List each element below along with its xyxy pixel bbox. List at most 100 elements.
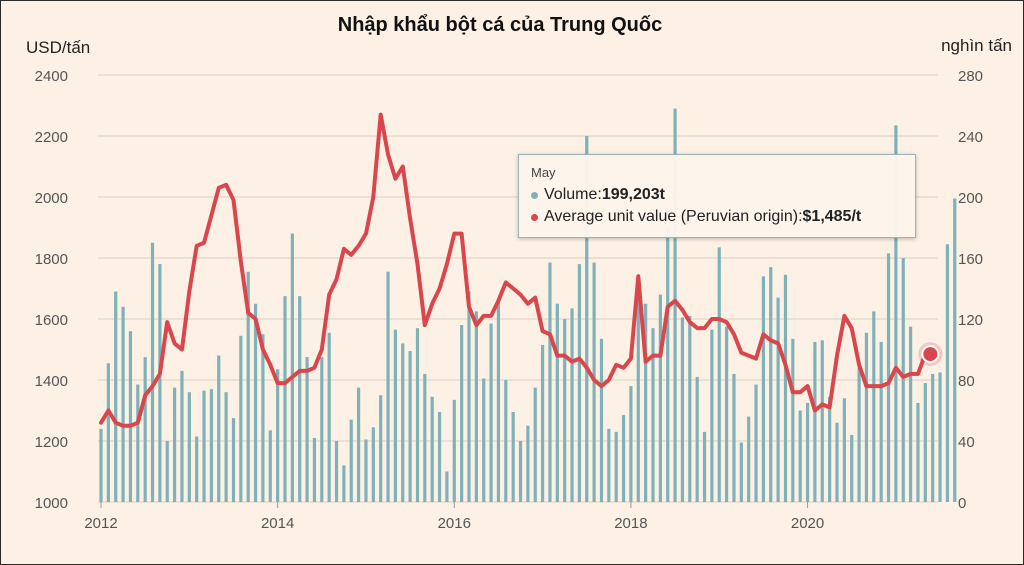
volume-bar bbox=[636, 294, 640, 502]
volume-bar bbox=[364, 439, 368, 502]
volume-bar bbox=[283, 296, 287, 502]
volume-bar bbox=[467, 291, 471, 502]
volume-bar bbox=[379, 395, 383, 502]
volume-bar bbox=[541, 344, 545, 502]
right-tick-label: 200 bbox=[958, 190, 983, 207]
volume-bar bbox=[261, 334, 265, 502]
volume-bars bbox=[99, 108, 957, 503]
left-tick-label: 2400 bbox=[35, 68, 68, 85]
tooltip-value-value: $1,485/t bbox=[802, 208, 862, 225]
volume-bar bbox=[99, 428, 103, 502]
volume-bar bbox=[739, 442, 743, 502]
volume-bar bbox=[202, 390, 206, 502]
left-tick-label: 1200 bbox=[35, 434, 68, 451]
volume-bar bbox=[850, 434, 854, 502]
volume-bar bbox=[599, 338, 604, 502]
volume-bar bbox=[349, 419, 353, 502]
volume-bar bbox=[820, 340, 824, 502]
volume-bar bbox=[268, 430, 272, 502]
volume-bar bbox=[931, 373, 935, 502]
volume-bar bbox=[195, 436, 199, 502]
volume-bar bbox=[217, 355, 221, 502]
volume-bar bbox=[548, 262, 552, 502]
data-tooltip: May Volume: 199,203t Average unit value … bbox=[518, 154, 916, 238]
volume-bar bbox=[305, 357, 309, 502]
volume-bar bbox=[312, 437, 317, 502]
volume-bar bbox=[732, 373, 736, 502]
volume-bar bbox=[518, 441, 523, 502]
marker-dot bbox=[921, 345, 940, 364]
left-tick-label: 2000 bbox=[35, 190, 68, 207]
volume-bar bbox=[393, 329, 397, 502]
volume-bar bbox=[386, 271, 390, 502]
volume-bar bbox=[158, 264, 162, 502]
right-tick-label: 120 bbox=[958, 312, 983, 329]
volume-bar bbox=[710, 329, 714, 502]
tooltip-volume-label: Volume: bbox=[544, 186, 602, 203]
volume-bar bbox=[239, 335, 243, 502]
volume-bar bbox=[327, 332, 331, 502]
volume-bar bbox=[150, 242, 155, 502]
volume-bar bbox=[629, 386, 633, 502]
right-axis-unit: nghìn tấn bbox=[941, 36, 1012, 55]
volume-bar bbox=[585, 136, 589, 502]
volume-bar bbox=[909, 326, 913, 502]
volume-bar bbox=[415, 328, 420, 502]
volume-bar bbox=[106, 363, 110, 502]
volume-bar bbox=[209, 389, 213, 502]
volume-bar bbox=[702, 431, 707, 502]
volume-bar bbox=[872, 311, 876, 502]
volume-bar bbox=[401, 343, 405, 502]
right-tick-label: 160 bbox=[958, 251, 983, 268]
volume-bar bbox=[953, 198, 957, 502]
volume-bar bbox=[526, 425, 530, 502]
left-tick-label: 1400 bbox=[35, 373, 68, 390]
volume-bar bbox=[621, 415, 626, 502]
volume-bar bbox=[747, 416, 751, 502]
volume-bar bbox=[143, 357, 147, 502]
volume-bar bbox=[408, 351, 412, 502]
x-tick-label: 2014 bbox=[261, 515, 294, 532]
volume-bar bbox=[842, 398, 846, 502]
volume-bar bbox=[563, 319, 567, 502]
volume-bar bbox=[460, 325, 464, 502]
volume-bar bbox=[879, 341, 883, 502]
volume-bar bbox=[334, 441, 339, 502]
volume-bar bbox=[695, 376, 699, 502]
volume-bar bbox=[577, 264, 581, 502]
chart-title: Nhập khẩu bột cá của Trung Quốc bbox=[337, 14, 663, 36]
grid-lines bbox=[98, 74, 938, 503]
hover-marker bbox=[918, 342, 943, 367]
volume-bar bbox=[857, 367, 861, 502]
right-tick-label: 80 bbox=[958, 373, 975, 390]
axis-labels: 1000 1200 1400 1600 1800 2000 2200 2400 0 40 80 120… bbox=[35, 68, 983, 532]
volume-bar bbox=[673, 108, 677, 503]
volume-bar bbox=[886, 253, 891, 502]
volume-bar bbox=[165, 441, 169, 502]
volume-bar bbox=[511, 412, 515, 502]
volume-bar bbox=[769, 267, 773, 502]
left-tick-label: 1600 bbox=[35, 312, 68, 329]
left-tick-label: 1000 bbox=[35, 495, 68, 512]
tooltip-month: May bbox=[531, 165, 556, 180]
volume-bar bbox=[813, 341, 817, 502]
left-tick-label: 2200 bbox=[35, 129, 68, 146]
volume-bar bbox=[357, 387, 361, 502]
volume-bar bbox=[901, 258, 905, 502]
volume-bar bbox=[533, 387, 537, 502]
volume-bar bbox=[423, 373, 427, 502]
volume-bar bbox=[320, 357, 324, 502]
volume-bar bbox=[452, 399, 456, 502]
volume-bar bbox=[504, 380, 508, 502]
volume-bar bbox=[136, 384, 140, 502]
tooltip-value-label: Average unit value (Peruvian origin): bbox=[544, 208, 803, 225]
volume-bar bbox=[894, 125, 898, 502]
volume-bar bbox=[570, 308, 574, 502]
volume-bar bbox=[430, 396, 434, 502]
volume-bar bbox=[923, 383, 927, 502]
volume-bar bbox=[437, 412, 442, 502]
volume-bar bbox=[231, 418, 236, 502]
left-tick-label: 1800 bbox=[35, 251, 68, 268]
volume-bar bbox=[776, 297, 780, 502]
